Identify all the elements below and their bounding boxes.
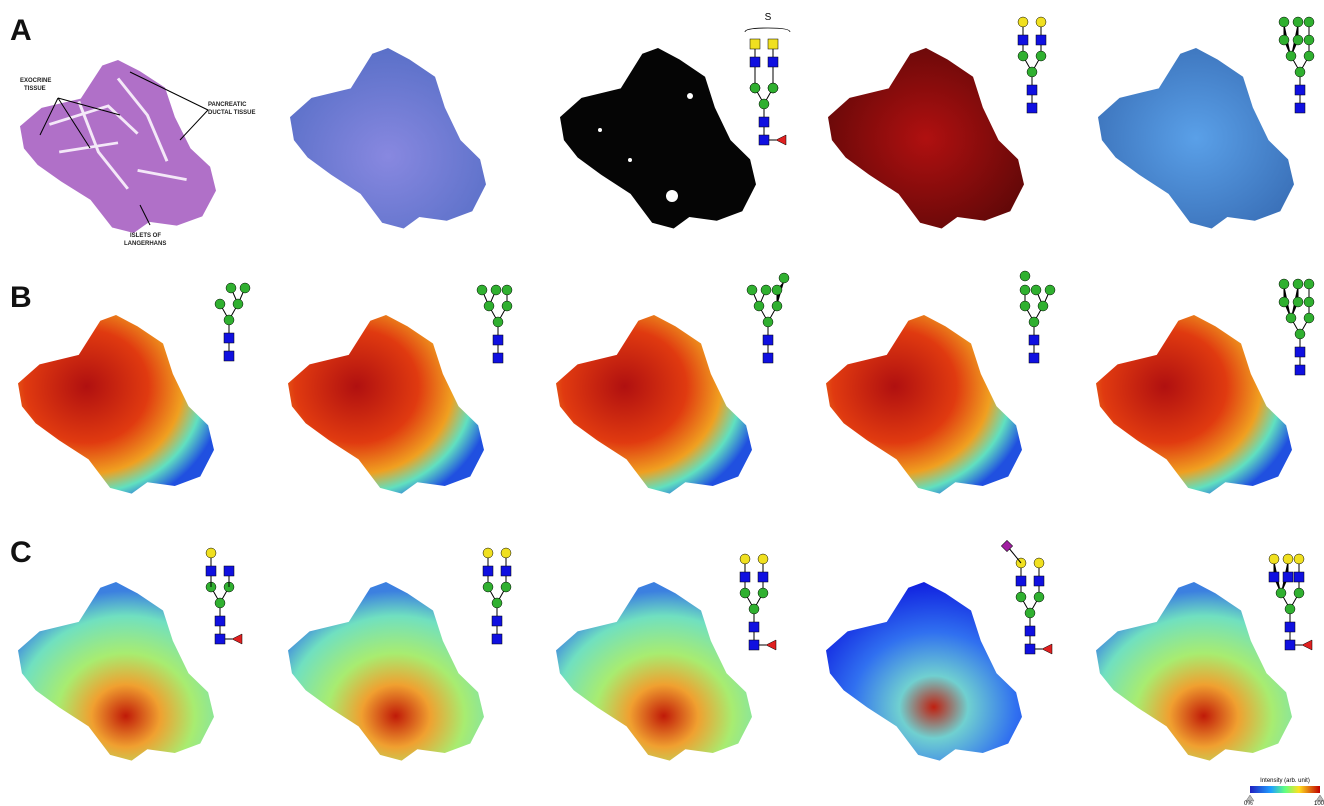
glycan — [1020, 271, 1055, 363]
annotation: EXOCRINE — [20, 78, 51, 84]
overlay-tissue — [290, 48, 486, 228]
colorbar-title: Intensity (arb. unit) — [1260, 778, 1310, 784]
glycan — [747, 273, 789, 363]
red-tissue — [828, 48, 1024, 228]
panel-label: C — [10, 536, 32, 569]
black-tissue — [560, 48, 756, 228]
glycan — [206, 548, 242, 644]
panel-label: B — [10, 281, 32, 314]
heatmap-row — [18, 315, 1292, 494]
glycan — [1279, 17, 1314, 113]
bracket — [745, 28, 790, 32]
annotation: ISLETS OF — [130, 233, 161, 239]
colorbar-max: 100 — [1314, 801, 1324, 806]
glycan — [477, 285, 512, 363]
glycan — [483, 548, 511, 644]
glycan — [215, 283, 250, 361]
glycan — [750, 39, 786, 145]
glycan — [1018, 17, 1046, 113]
glycan-label: S — [765, 12, 772, 23]
glycan — [1001, 540, 1052, 654]
colorbar — [1250, 786, 1320, 793]
annotation: LANGERHANS — [124, 241, 166, 247]
glycan — [740, 554, 776, 650]
glycan — [1269, 554, 1312, 650]
colorbar-min: 0% — [1244, 801, 1253, 806]
he-tissue — [20, 60, 216, 233]
colorbar-markers — [1246, 795, 1324, 801]
annotation: TISSUE — [24, 86, 46, 92]
heatmap-row — [18, 582, 1292, 761]
figure: A EXOCRINE TISSUE PANCREATIC DUCTAL TISS… — [0, 0, 1324, 806]
glycan — [1279, 279, 1314, 375]
blue-tissue — [1098, 48, 1294, 228]
annotation: PANCREATIC — [208, 102, 247, 108]
panel-label: A — [10, 14, 32, 47]
annotation: DUCTAL TISSUE — [208, 110, 255, 116]
